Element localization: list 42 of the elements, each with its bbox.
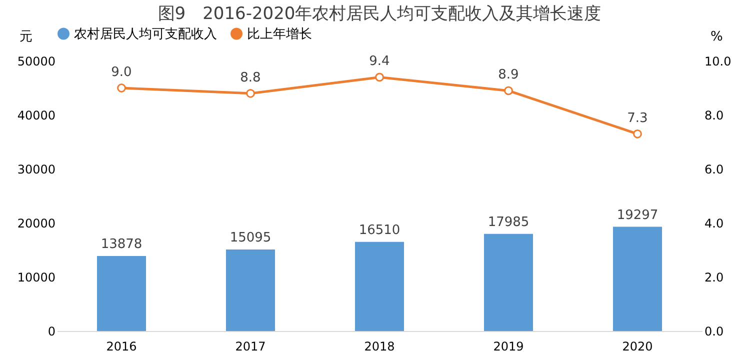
data-label: 8.8 bbox=[240, 70, 261, 86]
y-tick-label: 20000 bbox=[17, 216, 56, 230]
data-label: 9.0 bbox=[111, 65, 132, 80]
point bbox=[375, 72, 384, 82]
bar bbox=[354, 242, 404, 331]
data-label: 15095 bbox=[230, 230, 272, 246]
data-label: 8.9 bbox=[498, 68, 519, 83]
data-label: 13878 bbox=[100, 237, 142, 252]
y-tick-label: 50000 bbox=[17, 54, 56, 68]
x-tick-label: 2018 bbox=[364, 340, 395, 354]
y-axis-title: 元 bbox=[20, 30, 32, 44]
bar bbox=[226, 249, 276, 331]
point bbox=[504, 86, 513, 96]
data-label: 19297 bbox=[616, 208, 658, 223]
x-tick-label: 2019 bbox=[493, 340, 524, 354]
y2-tick-label: 10.0 bbox=[704, 54, 732, 68]
legend-label: 比上年增长 bbox=[247, 26, 312, 42]
chart-title: 图9 2016-2020年农村居民人均可支配收入及其增长速度 bbox=[158, 4, 602, 24]
point bbox=[633, 129, 642, 138]
y2-axis-title: % bbox=[710, 30, 723, 44]
bar bbox=[484, 234, 534, 331]
bar bbox=[96, 256, 146, 331]
data-label: 7.3 bbox=[627, 110, 648, 126]
y2-tick-label: 6.0 bbox=[704, 162, 724, 176]
point bbox=[117, 84, 126, 92]
y-tick-label: 40000 bbox=[17, 108, 56, 122]
y2-tick-label: 2.0 bbox=[704, 270, 724, 284]
data-label: 16510 bbox=[358, 222, 400, 238]
point bbox=[246, 88, 255, 98]
y2-tick-label: 0.0 bbox=[704, 324, 724, 338]
y2-tick-label: 8.0 bbox=[704, 108, 724, 122]
y-tick-label: 0 bbox=[48, 324, 56, 338]
data-label: 17985 bbox=[488, 214, 530, 230]
bar bbox=[612, 226, 662, 331]
data-label: 9.4 bbox=[369, 54, 390, 70]
x-tick-label: 2017 bbox=[235, 340, 266, 354]
x-tick-label: 2016 bbox=[106, 340, 137, 354]
legend-label: 农村居民人均可支配收入 bbox=[74, 26, 217, 42]
x-tick-label: 2020 bbox=[622, 340, 653, 354]
y-tick-label: 10000 bbox=[17, 270, 56, 284]
y-tick-label: 30000 bbox=[17, 162, 56, 176]
y2-tick-label: 4.0 bbox=[704, 216, 724, 230]
